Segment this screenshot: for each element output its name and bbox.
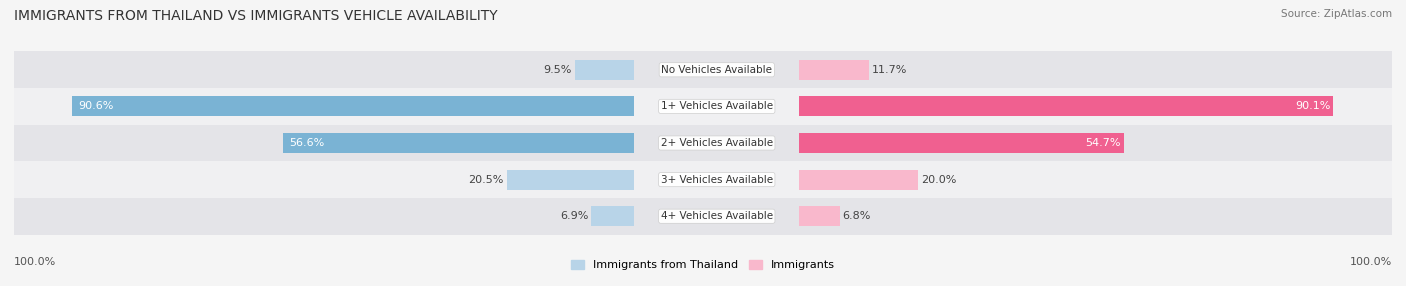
Bar bbox=[634, 125, 800, 161]
Text: 9.5%: 9.5% bbox=[544, 65, 572, 75]
Bar bbox=[592, 206, 634, 226]
Bar bbox=[800, 51, 1392, 88]
Bar bbox=[800, 125, 1392, 161]
Text: 90.6%: 90.6% bbox=[79, 102, 114, 111]
Text: 1+ Vehicles Available: 1+ Vehicles Available bbox=[661, 102, 773, 111]
Bar bbox=[800, 161, 1392, 198]
Text: 20.0%: 20.0% bbox=[921, 175, 956, 184]
Text: IMMIGRANTS FROM THAILAND VS IMMIGRANTS VEHICLE AVAILABILITY: IMMIGRANTS FROM THAILAND VS IMMIGRANTS V… bbox=[14, 9, 498, 23]
Bar bbox=[800, 96, 1333, 116]
Text: 2+ Vehicles Available: 2+ Vehicles Available bbox=[661, 138, 773, 148]
Bar bbox=[800, 133, 1123, 153]
Bar bbox=[14, 88, 634, 125]
Bar bbox=[800, 88, 1392, 125]
Text: 6.8%: 6.8% bbox=[842, 211, 872, 221]
Bar bbox=[283, 133, 634, 153]
Text: 6.9%: 6.9% bbox=[560, 211, 588, 221]
Bar bbox=[72, 96, 634, 116]
Bar bbox=[14, 161, 634, 198]
Bar bbox=[634, 161, 800, 198]
Text: 100.0%: 100.0% bbox=[1350, 257, 1392, 267]
Text: No Vehicles Available: No Vehicles Available bbox=[661, 65, 772, 75]
Bar bbox=[14, 51, 634, 88]
Bar bbox=[634, 88, 800, 125]
Bar bbox=[634, 51, 800, 88]
Text: 90.1%: 90.1% bbox=[1295, 102, 1330, 111]
Text: 11.7%: 11.7% bbox=[872, 65, 907, 75]
Bar bbox=[800, 60, 869, 80]
Bar bbox=[575, 60, 634, 80]
Bar bbox=[634, 198, 800, 235]
Bar bbox=[800, 206, 839, 226]
Text: 3+ Vehicles Available: 3+ Vehicles Available bbox=[661, 175, 773, 184]
Bar bbox=[14, 198, 634, 235]
Bar bbox=[508, 170, 634, 190]
Text: 56.6%: 56.6% bbox=[290, 138, 325, 148]
Legend: Immigrants from Thailand, Immigrants: Immigrants from Thailand, Immigrants bbox=[567, 255, 839, 275]
Text: 54.7%: 54.7% bbox=[1085, 138, 1121, 148]
Bar bbox=[800, 170, 918, 190]
Text: 4+ Vehicles Available: 4+ Vehicles Available bbox=[661, 211, 773, 221]
Text: 20.5%: 20.5% bbox=[468, 175, 503, 184]
Bar bbox=[14, 125, 634, 161]
Text: 100.0%: 100.0% bbox=[14, 257, 56, 267]
Text: Source: ZipAtlas.com: Source: ZipAtlas.com bbox=[1281, 9, 1392, 19]
Bar bbox=[800, 198, 1392, 235]
